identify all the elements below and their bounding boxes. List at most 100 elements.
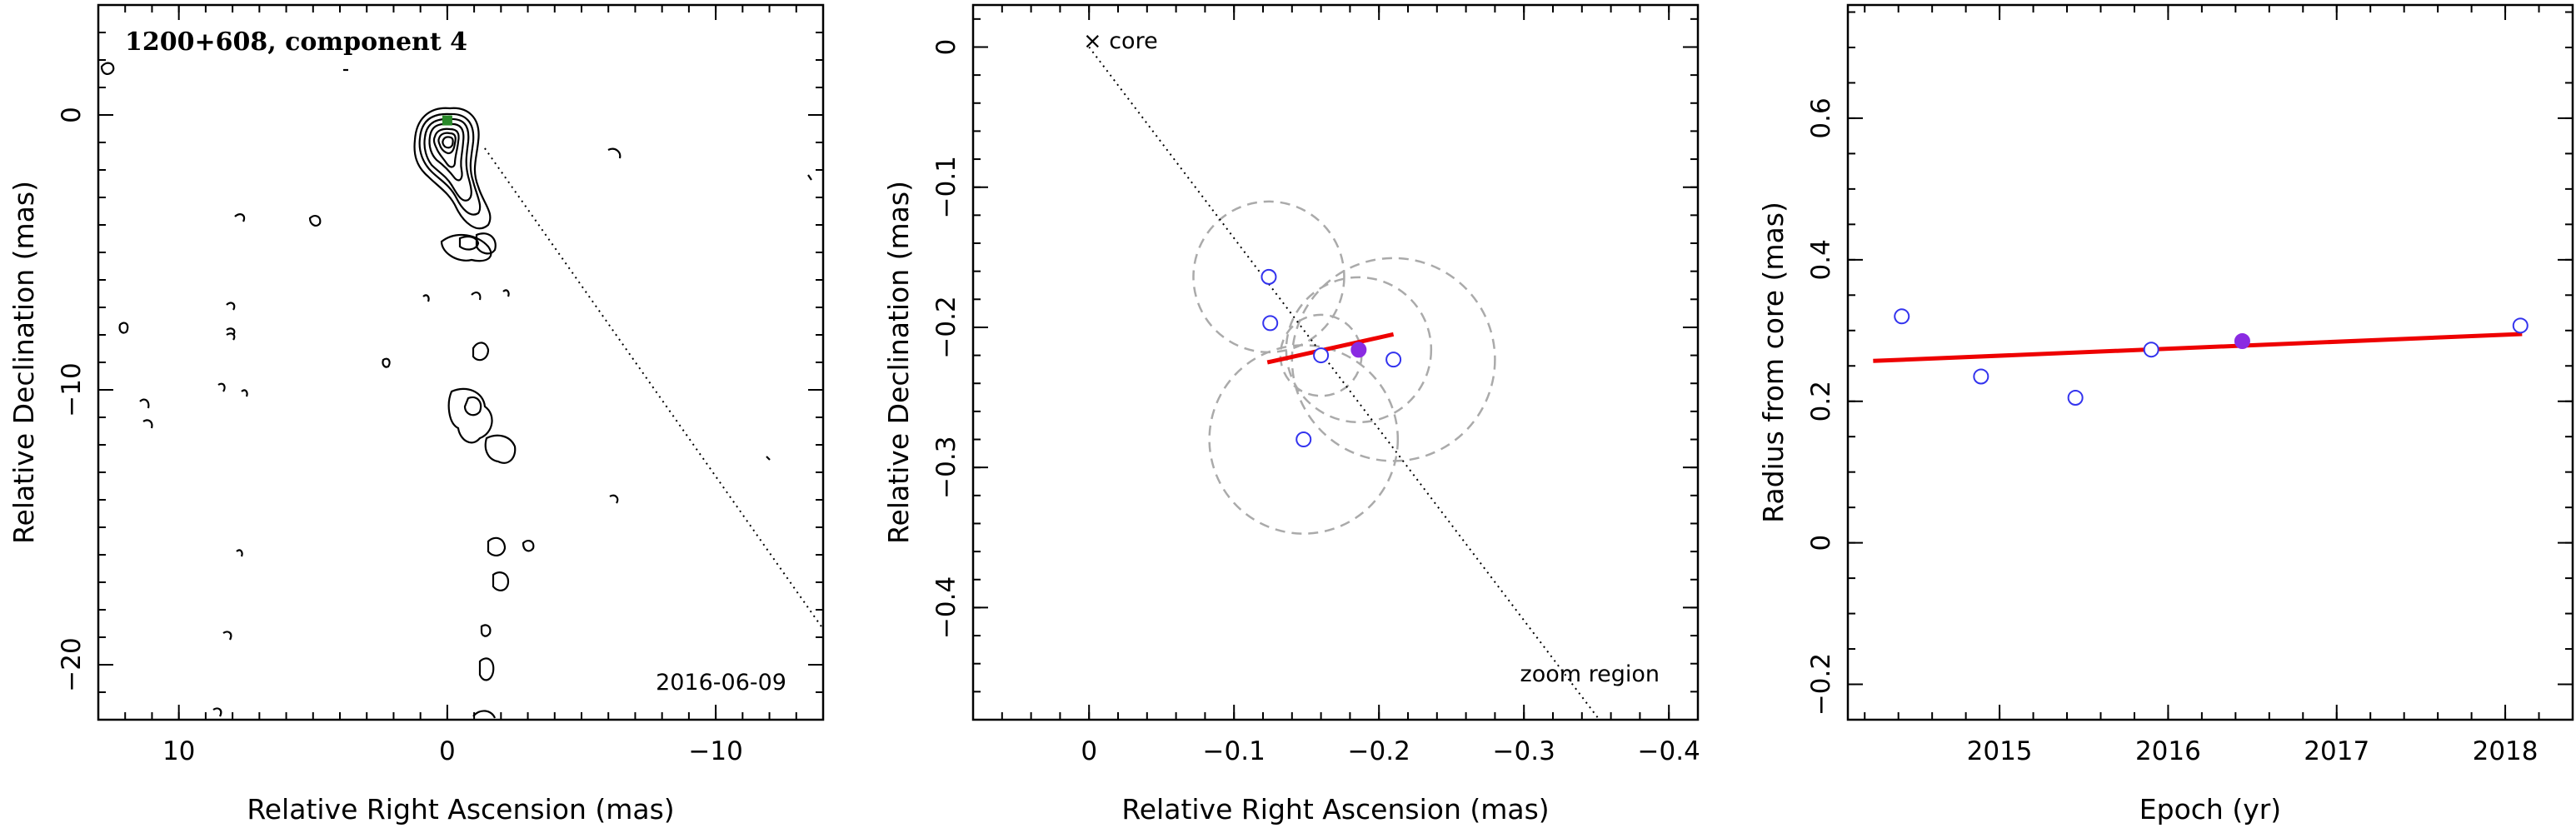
- jet-direction-line: [1088, 46, 1600, 720]
- y-tick-label: 0.6: [1806, 97, 1836, 138]
- x-axis-label: Epoch (yr): [2139, 793, 2281, 826]
- x-tick-label: 0: [439, 736, 456, 766]
- data-point-open: [1261, 268, 1277, 285]
- contour-ext-3: [475, 232, 497, 255]
- x-tick-labels: 10 0 −10: [162, 736, 743, 766]
- data-point-filled: [1350, 342, 1367, 358]
- contour-noise-10: [471, 292, 482, 301]
- contour-noise-13: [382, 357, 391, 368]
- contour-ext-7: [484, 434, 517, 464]
- core-label: × core: [1083, 28, 1158, 54]
- x-tick-label: −0.4: [1638, 736, 1700, 766]
- axis-ticks: [97, 4, 824, 721]
- x-tick-labels: 2015 2016 2017 2018: [1967, 736, 2539, 766]
- contour-noise-6: [118, 322, 129, 334]
- y-tick-label: −0.3: [931, 436, 961, 499]
- y-axis-label: Radius from core (mas): [1757, 202, 1790, 523]
- contour-noise-25: [241, 389, 248, 397]
- data-point-open: [1262, 315, 1279, 332]
- contour-noise-15: [139, 398, 150, 409]
- contour-noise-17: [609, 494, 619, 504]
- contour-noise-16: [142, 419, 153, 429]
- y-tick-label: −20: [57, 637, 87, 691]
- data-point-open: [1295, 431, 1312, 448]
- y-tick-label: −0.4: [931, 576, 961, 639]
- plot-frame: [1846, 3, 2574, 721]
- y-tick-labels: −0.2 0 0.2 0.4 0.6: [1806, 97, 1836, 716]
- y-tick-label: 0.2: [1806, 381, 1836, 421]
- x-tick-label: −0.3: [1493, 736, 1555, 766]
- contour-ext-9: [492, 571, 510, 591]
- y-tick-label: −10: [57, 362, 87, 416]
- y-tick-label: −0.2: [1806, 653, 1836, 716]
- contour-ext-11: [478, 657, 495, 681]
- plot-title: 1200+608, component 4: [125, 27, 467, 57]
- zoom-region-label: zoom region: [1520, 661, 1660, 687]
- error-circle: [1290, 257, 1496, 462]
- axis-ticks: [972, 5, 1699, 721]
- contour-noise-8: [226, 327, 236, 336]
- contour-core-2: [418, 112, 482, 216]
- error-circle: [1208, 344, 1400, 535]
- contour-noise-1: [100, 62, 115, 75]
- data-point-open: [1313, 347, 1330, 364]
- x-tick-label: 10: [162, 736, 195, 766]
- y-tick-labels: 0 −0.1 −0.2 −0.3 −0.4: [931, 39, 961, 639]
- contour-core-3: [423, 117, 472, 202]
- x-tick-labels: 0 −0.1 −0.2 −0.3 −0.4: [1081, 736, 1700, 766]
- data-point-open: [2512, 317, 2529, 334]
- contour-ext-5: [447, 387, 493, 444]
- plot-frame: [971, 3, 1700, 721]
- y-tick-label: −0.2: [931, 296, 961, 358]
- contour-noise-19: [522, 540, 535, 552]
- x-tick-label: −0.1: [1203, 736, 1266, 766]
- date-label: 2016-06-09: [656, 670, 786, 696]
- contour-core-1: [413, 107, 492, 230]
- y-tick-label: 0: [1806, 535, 1836, 551]
- contour-map: [100, 62, 812, 719]
- contour-ext-1: [440, 234, 492, 262]
- y-tick-label: −0.1: [931, 156, 961, 218]
- y-axis-label: Relative Declination (mas): [882, 181, 915, 544]
- contour-ext-10: [480, 624, 492, 637]
- contour-noise-5: [607, 147, 622, 159]
- x-tick-label: −10: [688, 736, 742, 766]
- contour-noise-14: [217, 382, 226, 392]
- error-circle: [1285, 276, 1433, 424]
- x-tick-label: 2017: [2304, 736, 2369, 766]
- contour-noise-4: [308, 215, 322, 227]
- contour-ext-8: [487, 536, 507, 556]
- data-point-open: [1973, 368, 1989, 385]
- data-points: [1894, 308, 2529, 406]
- y-tick-label: 0: [57, 107, 87, 123]
- panel-contour-map: 10 0 −10 0 −10 −20 1200+608, component 4 201…: [7, 3, 825, 826]
- contour-noise-23: [807, 174, 812, 181]
- data-point-filled: [2234, 333, 2250, 350]
- data-point-open: [1894, 308, 1910, 325]
- contour-noise-7: [226, 302, 236, 311]
- x-axis-label: Relative Right Ascension (mas): [1121, 793, 1549, 826]
- x-axis-label: Relative Right Ascension (mas): [247, 793, 674, 826]
- contour-core-7: [442, 136, 454, 149]
- contour-noise-12: [502, 289, 510, 297]
- contour-core-6: [437, 132, 457, 155]
- x-tick-label: 2018: [2473, 736, 2539, 766]
- contour-noise-18: [236, 549, 243, 557]
- error-circles: [1192, 200, 1496, 535]
- x-tick-label: 0: [1081, 736, 1097, 766]
- contour-noise-3: [234, 213, 246, 222]
- axis-ticks: [1848, 5, 2574, 721]
- panel-radius-vs-epoch: 2015 2016 2017 2018 −0.2 0 0.2 0.4 0.6 Epoch (y…: [1757, 3, 2574, 826]
- data-point-open: [2067, 389, 2084, 406]
- x-tick-label: −0.2: [1348, 736, 1410, 766]
- data-point-open: [1385, 352, 1402, 368]
- y-tick-labels: 0 −10 −20: [57, 107, 87, 692]
- contour-core-5: [432, 127, 460, 168]
- jet-direction-line: [484, 147, 824, 630]
- fit-line: [1266, 332, 1395, 365]
- y-tick-label: 0.4: [1806, 239, 1836, 280]
- y-axis-label: Relative Declination (mas): [7, 181, 40, 544]
- contour-noise-24: [766, 456, 771, 461]
- data-point-open: [2143, 342, 2159, 358]
